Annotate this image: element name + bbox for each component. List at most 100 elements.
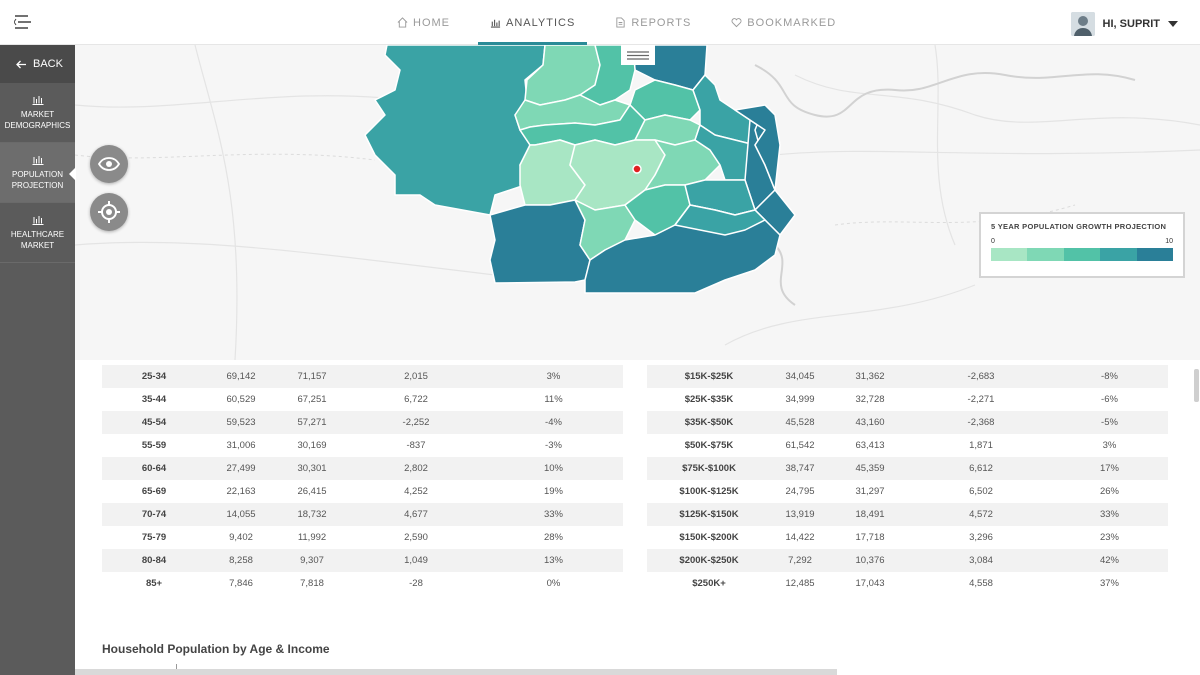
- table-cell: 4,572: [969, 509, 993, 520]
- table-cell: 23%: [1099, 532, 1119, 543]
- row-label: $50K-$75K: [684, 440, 734, 451]
- table-row: 70-74 14,055 18,732 4,677 33%: [102, 503, 623, 526]
- table-cell: 6,502: [969, 486, 993, 497]
- table-cell: -2,252: [402, 417, 430, 428]
- table-cell: 9,307: [300, 555, 324, 566]
- table-cell: 4,558: [969, 578, 993, 589]
- horizontal-scrollbar[interactable]: [75, 669, 837, 675]
- table-cell: 19%: [543, 486, 563, 497]
- back-button[interactable]: BACK: [0, 45, 75, 83]
- table-cell: 37%: [1099, 578, 1119, 589]
- row-label: $250K+: [692, 578, 726, 589]
- table-cell: 3%: [546, 371, 561, 382]
- legend-scale: 0 10: [991, 238, 1173, 245]
- table-cell: 7,818: [300, 578, 324, 589]
- table-cell: -3%: [545, 440, 562, 451]
- visibility-toggle-button[interactable]: [90, 145, 128, 183]
- table-row: $125K-$150K 13,919 18,491 4,572 33%: [647, 503, 1168, 526]
- scrollbar-thumb[interactable]: [1194, 369, 1199, 402]
- table-cell: 17%: [1099, 463, 1119, 474]
- table-cell: 1,049: [404, 555, 428, 566]
- bar-chart-icon: [32, 96, 43, 105]
- table-row: 45-54 59,523 57,271 -2,252 -4%: [102, 411, 623, 434]
- sidebar-item-market-demographics[interactable]: MARKET DEMOGRAPHICS: [0, 83, 75, 143]
- table-cell: 63,413: [855, 440, 885, 451]
- avatar: [1070, 12, 1095, 36]
- table-cell: 22,163: [226, 486, 256, 497]
- top-navigation-bar: HOME ANALYTICS REPORTS BOOKMARKED HI, SU…: [0, 0, 1200, 45]
- table-row: 85+ 7,846 7,818 -28 0%: [102, 572, 623, 595]
- sidebar-item-healthcare-market[interactable]: HEALTHCARE MARKET: [0, 203, 75, 263]
- table-cell: 33%: [543, 509, 563, 520]
- nav-reports-label: REPORTS: [631, 16, 692, 29]
- row-label: 70-74: [141, 509, 167, 520]
- table-cell: -2,683: [967, 371, 995, 382]
- table-cell: 33%: [1099, 509, 1119, 520]
- table-cell: 12,485: [785, 578, 815, 589]
- row-label: $150K-$200K: [679, 532, 739, 543]
- location-marker-icon[interactable]: [632, 164, 642, 174]
- table-cell: 2,802: [404, 463, 428, 474]
- nav-bookmarked[interactable]: BOOKMARKED: [719, 0, 848, 45]
- nav-reports[interactable]: REPORTS: [603, 0, 703, 45]
- table-cell: 27,499: [226, 463, 256, 474]
- table-cell: 26%: [1099, 486, 1119, 497]
- nav-home[interactable]: HOME: [385, 0, 462, 45]
- table-row: $250K+ 12,485 17,043 4,558 37%: [647, 572, 1168, 595]
- table-row: $150K-$200K 14,422 17,718 3,296 23%: [647, 526, 1168, 549]
- bar-chart-icon: [32, 216, 43, 225]
- user-greeting: HI, SUPRIT: [1102, 18, 1160, 30]
- nav-analytics[interactable]: ANALYTICS: [478, 0, 588, 45]
- table-row: $35K-$50K 45,528 43,160 -2,368 -5%: [647, 411, 1168, 434]
- table-cell: 67,251: [297, 394, 327, 405]
- sidebar-item-label: HEALTHCARE: [10, 230, 65, 239]
- map-drawer-handle[interactable]: [621, 45, 655, 65]
- legend-min: 0: [991, 238, 995, 245]
- legend-swatch: [1063, 248, 1101, 261]
- menu-collapse-icon[interactable]: [13, 14, 32, 30]
- arrow-left-icon: [16, 60, 26, 68]
- sidebar-item-label: POPULATION: [12, 170, 63, 179]
- legend-swatch: [991, 248, 1028, 261]
- locate-button[interactable]: [90, 193, 128, 231]
- table-cell: 28%: [543, 532, 563, 543]
- table-row: $200K-$250K 7,292 10,376 3,084 42%: [647, 549, 1168, 572]
- eye-icon: [98, 157, 120, 171]
- row-label: 25-34: [141, 371, 167, 382]
- table-cell: 38,747: [785, 463, 815, 474]
- table-cell: 8,258: [229, 555, 253, 566]
- table-cell: 45,528: [785, 417, 815, 428]
- row-label: 45-54: [141, 417, 167, 428]
- table-cell: 3,084: [969, 555, 993, 566]
- table-cell: 11,992: [297, 532, 327, 543]
- table-cell: 4,677: [404, 509, 428, 520]
- age-table: 25-34 69,142 71,157 2,015 3% 35-44 60,529 67,25…: [102, 365, 623, 595]
- sidebar-item-label: PROJECTION: [11, 181, 64, 190]
- user-menu[interactable]: HI, SUPRIT: [1070, 12, 1178, 36]
- main-nav: HOME ANALYTICS REPORTS BOOKMARKED: [385, 0, 864, 45]
- row-label: $35K-$50K: [684, 417, 734, 428]
- table-cell: 13%: [543, 555, 563, 566]
- table-cell: 17,718: [855, 532, 885, 543]
- table-row: $50K-$75K 61,542 63,413 1,871 3%: [647, 434, 1168, 457]
- table-cell: 17,043: [855, 578, 885, 589]
- table-cell: -28: [409, 578, 423, 589]
- table-cell: 34,045: [785, 371, 815, 382]
- table-cell: 3%: [1102, 440, 1117, 451]
- section-title: Household Population by Age & Income: [102, 642, 330, 656]
- row-label: 75-79: [141, 532, 167, 543]
- handle-lines-icon: [627, 50, 649, 60]
- table-cell: 2,015: [404, 371, 428, 382]
- table-cell: 6,612: [969, 463, 993, 474]
- table-cell: -5%: [1101, 417, 1118, 428]
- map-canvas[interactable]: [75, 45, 1200, 360]
- table-cell: 9,402: [229, 532, 253, 543]
- table-row: $15K-$25K 34,045 31,362 -2,683 -8%: [647, 365, 1168, 388]
- table-cell: 13,919: [785, 509, 815, 520]
- table-cell: 30,301: [297, 463, 327, 474]
- sidebar-item-population-projection[interactable]: POPULATION PROJECTION: [0, 143, 76, 203]
- table-cell: 1,871: [969, 440, 993, 451]
- income-table: $15K-$25K 34,045 31,362 -2,683 -8% $25K-$35K 3…: [647, 365, 1168, 595]
- choropleth-map[interactable]: 5 YEAR POPULATION GROWTH PROJECTION 0 10: [75, 45, 1200, 360]
- home-icon: [397, 17, 408, 28]
